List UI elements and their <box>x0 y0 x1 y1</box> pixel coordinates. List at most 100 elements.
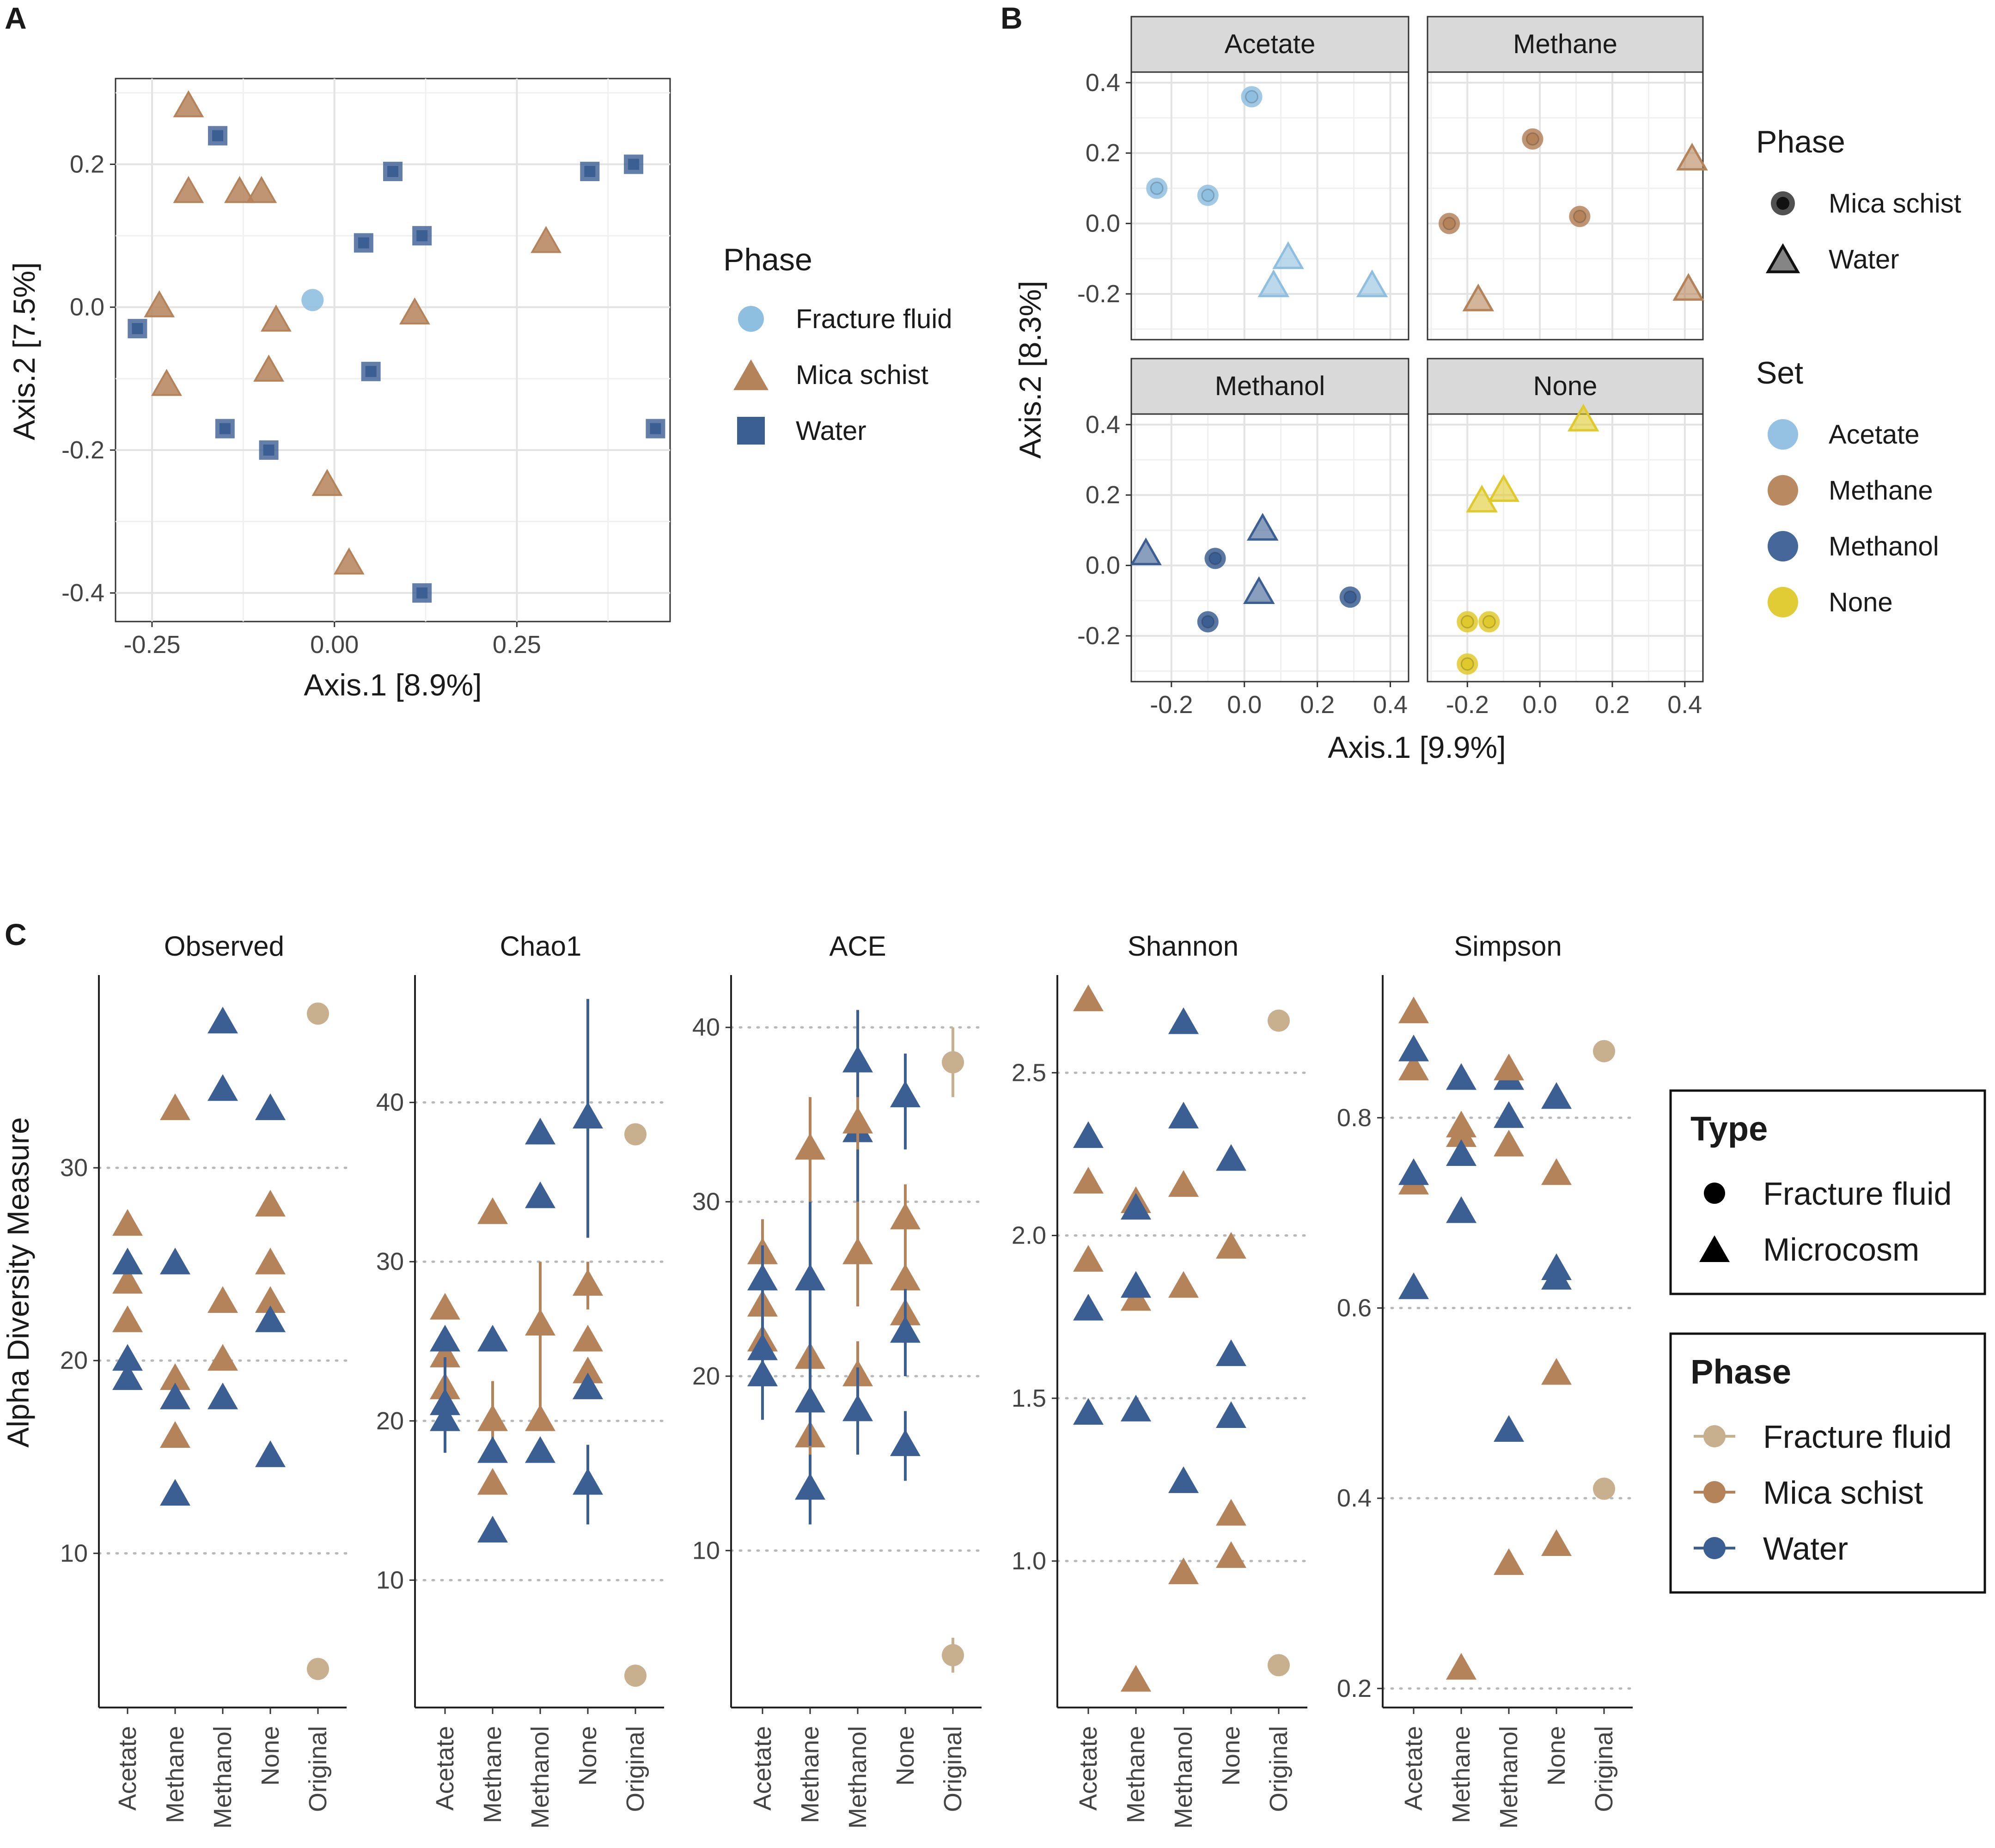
panel-c-point-water <box>795 1263 825 1291</box>
panel-b-xtick-label: 0.2 <box>1595 691 1629 719</box>
panel-a-legend: Phase Fracture fluid Mica schist Water <box>723 242 952 446</box>
panel-a: A -0.25 0.00 0.25 0.2 0.0 -0.2 -0.4 Axis.1 [8.9%… <box>5 1 952 702</box>
panel-c-ytick-label: 0.8 <box>1337 1104 1372 1132</box>
panel-b-strip-label: None <box>1533 371 1598 401</box>
panel-a-point-water-core <box>416 230 428 242</box>
panel-c-xtick-label: None <box>256 1726 284 1786</box>
panel-c-point-mica <box>1541 1358 1572 1385</box>
panel-c-point-water <box>477 1436 508 1463</box>
panel-c-point-water <box>1398 1272 1429 1299</box>
panel-c-xtick-label: None <box>891 1726 919 1786</box>
panel-b-facet-methanol: Methanol 0.4 0.2 0.0 -0.2 -0.2 0.0 0.2 0.4 <box>1077 358 1409 719</box>
panel-b-point-water <box>1356 269 1388 298</box>
panel-c-xtick-label: Methanol <box>1495 1726 1523 1829</box>
panel-b-ylabel: Axis.2 [8.3%] <box>1013 281 1047 458</box>
panel-c-point-mica <box>112 1305 143 1332</box>
panel-c-point-water <box>1446 1063 1476 1090</box>
panel-b-facet-plot-area <box>1428 414 1703 682</box>
panel-b-xtick-label: 0.2 <box>1300 691 1335 719</box>
panel-c-ytick-label: 10 <box>376 1566 404 1594</box>
panel-c-point-water <box>1121 1395 1151 1421</box>
panel-c-subplot-shannon: Shannon 1.0 1.5 2.0 2.5 Acetate Methane Methano… <box>1012 931 1309 1829</box>
panel-c: C Alpha Diversity Measure Observed 10 20 30 Ac… <box>1 917 1986 1829</box>
panel-b-facet-plot-area <box>1131 72 1409 340</box>
panel-b-point-mica-core <box>1201 189 1215 202</box>
panel-c-point-water <box>1073 1398 1104 1425</box>
panel-b-point-mica-core <box>1343 590 1357 604</box>
panel-c-legend-label: Microcosm <box>1763 1232 1919 1268</box>
panel-c-point-water <box>890 1316 921 1343</box>
panel-b-legend-label: Acetate <box>1829 420 1920 450</box>
panel-b-strip <box>1130 16 1409 73</box>
panel-a-point-mica <box>224 176 255 203</box>
panel-c-point-mica <box>795 1133 825 1160</box>
panel-c-point-mica <box>1494 1129 1524 1157</box>
panel-b-point-mica-core <box>1201 615 1215 628</box>
panel-b-point-mica-core <box>1208 551 1222 565</box>
panel-c-point-mica <box>573 1324 603 1352</box>
panel-b-point-mica-core <box>1460 657 1474 671</box>
panel-b-legend-label: Methanol <box>1829 531 1939 561</box>
panel-a-point-mica <box>144 290 175 317</box>
panel-c-point-mica <box>890 1263 921 1291</box>
panel-c-point-water <box>1216 1401 1246 1428</box>
panel-a-point-water-core <box>212 130 224 141</box>
panel-a-point-water-core <box>358 237 369 249</box>
panel-c-xtick-label: Methane <box>479 1726 506 1823</box>
panel-c-subplot-chao1: Chao1 10 20 30 40 Acetate Methane Methanol None O… <box>376 931 665 1829</box>
panel-c-point-water <box>207 1006 238 1034</box>
panel-c-xtick-label: Acetate <box>749 1726 776 1811</box>
panel-c-point-fracture-fluid <box>1593 1477 1615 1500</box>
panel-c-point-water <box>1494 1415 1524 1442</box>
panel-c-point-water <box>255 1440 286 1467</box>
panel-c-point-water <box>747 1263 778 1291</box>
panel-b-ytick-label: -0.2 <box>1077 280 1120 308</box>
panel-c-point-mica <box>477 1197 508 1224</box>
panel-a-xtick-label: -0.25 <box>123 631 180 659</box>
panel-c-legend-circle-icon <box>1704 1183 1725 1204</box>
panel-c-point-water <box>842 1394 873 1421</box>
panel-c-point-mica <box>1494 1548 1524 1575</box>
panel-c-xtick-label: Acetate <box>114 1726 141 1811</box>
panel-c-point-water <box>573 1372 603 1399</box>
panel-c-point-water <box>842 1045 873 1073</box>
panel-c-point-mica <box>1073 1245 1104 1272</box>
panel-b-point-mica-core <box>1460 615 1474 628</box>
panel-c-point-water <box>1168 1466 1199 1493</box>
panel-c-point-mica <box>207 1286 238 1313</box>
panel-a-point-water-core <box>263 444 275 456</box>
panel-c-ytick-label: 1.5 <box>1012 1384 1046 1412</box>
panel-a-legend-label: Water <box>796 416 866 446</box>
panel-c-point-mica <box>1494 1054 1524 1080</box>
panel-c-point-mica <box>1073 984 1104 1012</box>
panel-c-point-fracture-fluid <box>624 1665 647 1687</box>
panel-c-legend-label: Fracture fluid <box>1763 1419 1952 1455</box>
panel-c-point-water <box>573 1468 603 1495</box>
panel-c-point-water <box>1494 1101 1524 1128</box>
panel-c-point-fracture-fluid <box>1268 1654 1290 1677</box>
panel-c-ytick-label: 40 <box>376 1089 404 1116</box>
panel-c-point-water <box>525 1436 555 1463</box>
panel-b-facet-none: None -0.2 0.0 0.2 0.4 <box>1427 358 1704 719</box>
panel-c-point-water <box>1398 1158 1429 1185</box>
panel-b-point-water <box>1243 576 1275 604</box>
panel-c-point-water <box>1446 1139 1476 1166</box>
panel-c-legend-type-title: Type <box>1690 1110 1768 1148</box>
panel-c-xtick-label: Methanol <box>526 1726 554 1829</box>
panel-a-point-water-core <box>650 423 661 434</box>
panel-c-point-water <box>1121 1271 1151 1298</box>
panel-a-point-fracture <box>301 289 324 311</box>
panel-c-point-mica <box>112 1267 143 1294</box>
panel-c-point-water <box>112 1363 143 1390</box>
panel-b-facet-plot-area <box>1131 414 1409 682</box>
panel-c-point-mica <box>573 1269 603 1296</box>
panel-a-legend-label: Fracture fluid <box>796 304 952 334</box>
panel-a-point-mica <box>173 176 204 203</box>
panel-b-legend-label: Water <box>1829 244 1899 274</box>
panel-c-point-water <box>160 1247 190 1275</box>
panel-c-legend-phase-title: Phase <box>1690 1353 1791 1391</box>
panel-c-point-mica <box>1216 1232 1246 1259</box>
panel-a-point-water-core <box>628 159 640 170</box>
panel-c-point-mica <box>1168 1271 1199 1298</box>
panel-b-xtick-label: 0.0 <box>1523 691 1557 719</box>
